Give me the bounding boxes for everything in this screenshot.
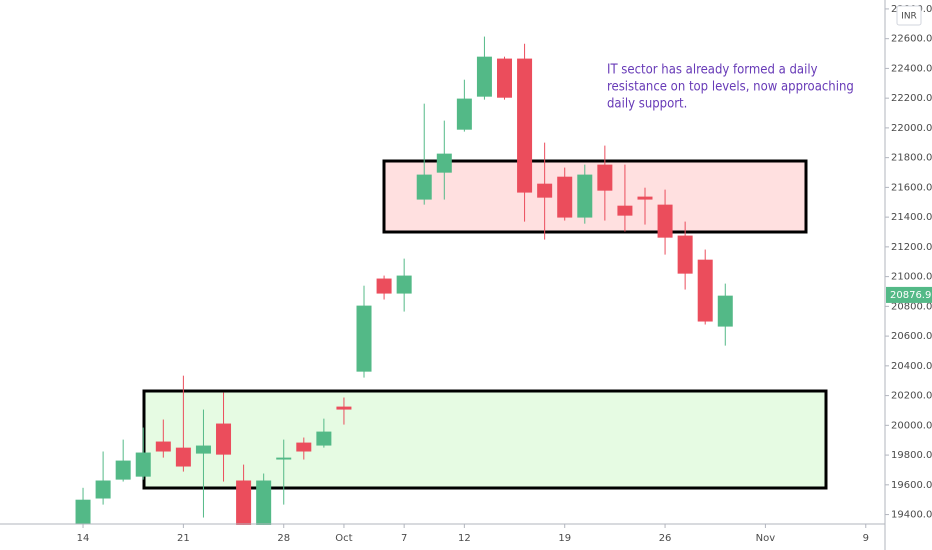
candle-body — [95, 480, 111, 499]
x-tick-label: 7 — [401, 533, 407, 544]
candle-body — [75, 499, 91, 524]
y-tick-label: 22400.00 — [891, 63, 932, 74]
candle-body — [717, 295, 733, 327]
y-tick-label: 20200.00 — [891, 391, 932, 402]
candle-body — [657, 204, 673, 238]
annotation-line: resistance on top levels, now approachin… — [607, 80, 854, 95]
candle-body — [517, 58, 533, 193]
y-tick-label: 19400.00 — [891, 510, 932, 521]
support-zone — [142, 389, 828, 490]
candle-body — [115, 460, 131, 480]
candle-body — [396, 275, 412, 294]
y-tick-label: 20800.00 — [891, 301, 932, 312]
candle-body — [637, 196, 653, 200]
candle-body — [577, 174, 593, 218]
y-tick-label: 19600.00 — [891, 480, 932, 491]
candle-body — [497, 58, 513, 98]
candle-body — [256, 480, 272, 525]
x-tick-label: Nov — [756, 533, 776, 544]
currency-label: INR — [901, 12, 917, 22]
candle-body — [296, 442, 312, 452]
resistance-zone — [382, 159, 808, 234]
candle-body — [537, 183, 553, 198]
annotation-line: IT sector has already formed a daily — [607, 63, 818, 78]
y-tick-label: 20600.00 — [891, 331, 932, 342]
candle-body — [356, 305, 372, 372]
y-tick-label: 22200.00 — [891, 93, 932, 104]
x-tick-label: 26 — [659, 533, 672, 544]
y-tick-label: 20400.00 — [891, 361, 932, 372]
candle-body — [597, 164, 613, 191]
y-tick-label: 22000.00 — [891, 123, 932, 134]
candle-body — [236, 480, 252, 525]
candle-body — [336, 406, 352, 410]
x-tick-label: 19 — [558, 533, 571, 544]
y-tick-label: 21000.00 — [891, 272, 932, 283]
x-tick-label: 28 — [277, 533, 290, 544]
last-price-label: 20876.95 — [890, 290, 932, 301]
candle-body — [697, 259, 713, 322]
candle-body — [677, 235, 693, 274]
y-tick-label: 21800.00 — [891, 153, 932, 164]
candle-body — [416, 174, 432, 200]
candle-body — [276, 457, 292, 460]
candle-body — [476, 56, 492, 97]
x-tick-label: Oct — [335, 533, 352, 544]
candle-body — [155, 441, 171, 452]
candle-body — [195, 445, 211, 454]
y-tick-label: 21600.00 — [891, 182, 932, 193]
candle-body — [557, 176, 573, 218]
candle-body — [175, 447, 191, 467]
candle-body — [216, 423, 232, 455]
currency-box — [896, 5, 922, 26]
candle-body — [135, 452, 151, 477]
x-tick-label: 12 — [458, 533, 471, 544]
y-tick-label: 20000.00 — [891, 420, 932, 431]
last-price-tag — [886, 286, 932, 303]
annotation-line: daily support. — [607, 97, 687, 112]
candle-body — [436, 153, 452, 173]
x-tick-label: 9 — [863, 533, 869, 544]
y-tick-label: 22600.00 — [891, 34, 932, 45]
y-tick-label: 21400.00 — [891, 212, 932, 223]
y-tick-label: 19800.00 — [891, 450, 932, 461]
candle-body — [316, 431, 332, 446]
y-tick-label: 21200.00 — [891, 242, 932, 253]
candle-body — [617, 205, 633, 216]
x-tick-label: 14 — [77, 533, 90, 544]
x-tick-label: 21 — [177, 533, 190, 544]
candle-body — [376, 278, 392, 294]
plot-area — [75, 36, 733, 525]
candle-body — [456, 98, 472, 130]
